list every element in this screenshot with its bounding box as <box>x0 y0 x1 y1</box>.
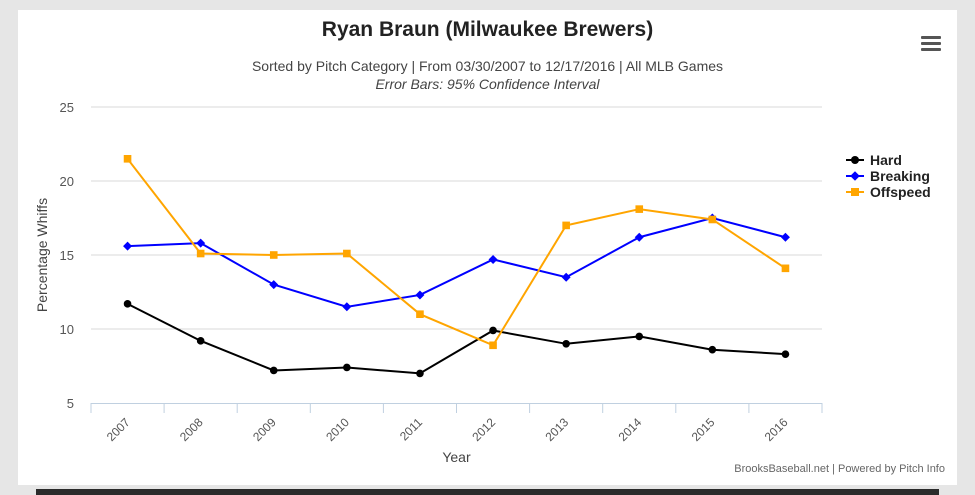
hamburger-menu-icon[interactable] <box>921 36 941 52</box>
x-tick-label: 2011 <box>397 415 425 443</box>
y-tick-label: 15 <box>60 248 74 263</box>
legend-swatch-breaking <box>846 170 864 182</box>
data-point-offspeed[interactable] <box>562 221 570 230</box>
series-line-offspeed <box>126 158 787 347</box>
x-tick-label: 2016 <box>762 415 791 444</box>
data-point-offspeed[interactable] <box>416 310 424 318</box>
x-tick-label: 2010 <box>323 415 352 444</box>
data-point-breaking[interactable] <box>634 232 644 242</box>
x-tick-label: 2012 <box>469 415 498 444</box>
data-point-breaking[interactable] <box>269 280 279 290</box>
data-point-hard[interactable] <box>708 345 717 354</box>
data-point-breaking[interactable] <box>780 232 790 242</box>
data-point-breaking[interactable] <box>123 241 133 251</box>
legend-item-hard[interactable]: Hard <box>846 152 931 168</box>
data-point-breaking[interactable] <box>342 302 352 312</box>
data-point-offspeed[interactable] <box>269 251 278 259</box>
y-tick-label: 5 <box>67 396 74 411</box>
data-point-offspeed[interactable] <box>196 249 205 258</box>
x-tick-label: 2008 <box>177 415 206 444</box>
series-line-hard <box>127 302 786 375</box>
data-point-offspeed[interactable] <box>343 249 351 258</box>
data-point-hard[interactable] <box>343 363 351 372</box>
chart-subtitle-error-bars: Error Bars: 95% Confidence Interval <box>375 76 600 92</box>
chart-container <box>18 10 957 485</box>
y-tick-label: 20 <box>60 174 74 189</box>
data-point-hard[interactable] <box>781 350 790 358</box>
data-point-offspeed[interactable] <box>781 264 790 273</box>
y-axis-title: Percentage Whiffs <box>34 198 50 312</box>
credits-text: BrooksBaseball.net | Powered by Pitch In… <box>734 463 945 475</box>
data-point-offspeed[interactable] <box>635 205 644 213</box>
y-tick-label: 10 <box>60 322 74 337</box>
legend-label: Hard <box>870 152 902 168</box>
legend-label: Breaking <box>870 168 930 184</box>
x-tick-label: 2015 <box>689 415 718 444</box>
chart-legend: Hard Breaking Offspeed <box>846 152 931 200</box>
x-tick-label: 2007 <box>104 415 133 444</box>
series-line-breaking <box>127 216 786 308</box>
data-point-breaking[interactable] <box>415 290 425 300</box>
data-point-offspeed[interactable] <box>489 341 497 350</box>
y-tick-label: 25 <box>60 100 74 115</box>
data-point-hard[interactable] <box>269 366 278 375</box>
data-point-offspeed[interactable] <box>123 155 132 163</box>
x-axis-title: Year <box>442 449 471 465</box>
data-point-breaking[interactable] <box>488 254 498 264</box>
data-point-breaking[interactable] <box>196 238 206 248</box>
data-point-hard[interactable] <box>196 337 205 345</box>
data-point-breaking[interactable] <box>561 272 571 282</box>
legend-label: Offspeed <box>870 184 931 200</box>
legend-swatch-offspeed <box>846 186 864 198</box>
data-point-hard[interactable] <box>562 340 570 348</box>
data-point-hard[interactable] <box>635 332 644 341</box>
legend-item-breaking[interactable]: Breaking <box>846 168 931 184</box>
x-tick-label: 2014 <box>616 415 645 444</box>
x-tick-label: 2009 <box>250 415 279 444</box>
x-tick-label: 2013 <box>542 415 571 444</box>
data-point-offspeed[interactable] <box>708 215 717 224</box>
legend-swatch-hard <box>846 154 864 166</box>
legend-item-offspeed[interactable]: Offspeed <box>846 184 931 200</box>
chart-title: Ryan Braun (Milwaukee Brewers) <box>321 18 654 41</box>
data-point-hard[interactable] <box>123 300 132 308</box>
data-point-hard[interactable] <box>489 326 497 335</box>
data-point-hard[interactable] <box>416 369 424 378</box>
chart-subtitle: Sorted by Pitch Category | From 03/30/20… <box>251 58 724 74</box>
bottom-divider <box>36 489 939 495</box>
